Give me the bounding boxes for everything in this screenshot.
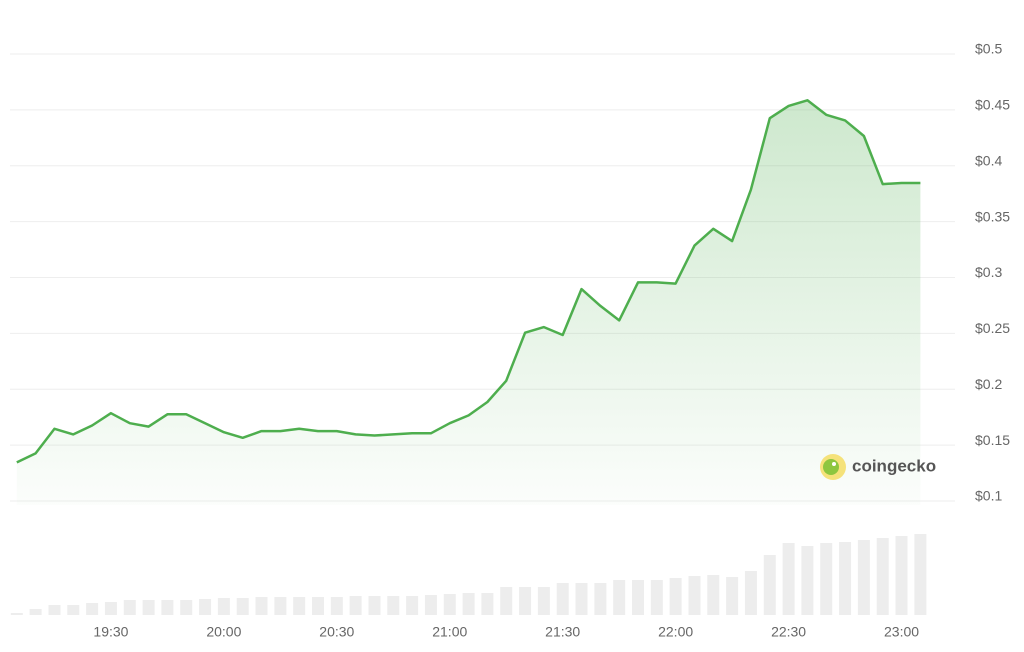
- volume-bar: [67, 605, 80, 615]
- volume-bar: [29, 609, 42, 615]
- volume-bar: [726, 577, 739, 615]
- volume-bar: [876, 538, 889, 615]
- x-tick-label: 21:00: [432, 624, 467, 640]
- volume-bar: [199, 599, 212, 615]
- volume-bar: [782, 543, 795, 615]
- y-tick-label: $0.35: [975, 208, 1010, 224]
- y-tick-label: $0.3: [975, 264, 1002, 280]
- volume-bar: [519, 587, 532, 615]
- volume-bar: [123, 600, 136, 615]
- x-tick-label: 22:30: [771, 624, 806, 640]
- volume-bar: [500, 587, 513, 615]
- price-line: [16, 99, 921, 464]
- volume-bar: [349, 596, 362, 615]
- x-tick-label: 20:30: [319, 624, 354, 640]
- volume-bar: [86, 603, 99, 615]
- volume-bar: [594, 583, 607, 615]
- x-tick-label: 22:00: [658, 624, 693, 640]
- volume-bar: [462, 593, 475, 615]
- x-tick-label: 21:30: [545, 624, 580, 640]
- volume-bar: [312, 597, 324, 615]
- volume-bar: [575, 583, 588, 615]
- volume-bar: [236, 598, 249, 615]
- y-tick-label: $0.2: [975, 376, 1002, 392]
- volume-bar: [10, 613, 23, 615]
- volume-bar: [406, 596, 419, 615]
- volume-bar: [142, 600, 155, 615]
- volume-bar: [180, 600, 193, 615]
- y-tick-label: $0.45: [975, 97, 1010, 113]
- volume-bar: [255, 597, 268, 615]
- x-tick-label: 19:30: [93, 624, 128, 640]
- y-tick-label: $0.4: [975, 152, 1002, 168]
- volume-bar: [368, 596, 381, 615]
- watermark-logo: [820, 454, 846, 480]
- volume-bar: [839, 542, 852, 615]
- y-tick-label: $0.25: [975, 320, 1010, 336]
- volume-bar: [330, 597, 343, 615]
- volume-bar: [857, 540, 870, 615]
- volume-bar: [293, 597, 306, 615]
- volume-bar: [895, 536, 908, 615]
- watermark: coingecko: [852, 456, 936, 475]
- area: [16, 100, 921, 506]
- volume-bar: [217, 598, 230, 615]
- volume-bar: [424, 595, 437, 615]
- volume-bar: [820, 543, 833, 615]
- volume-bar: [632, 580, 644, 615]
- volume-bar: [556, 583, 569, 615]
- y-tick-label: $0.5: [975, 41, 1002, 57]
- volume-bar: [744, 571, 757, 615]
- volume-bar: [688, 576, 701, 615]
- volume-bar: [669, 578, 682, 615]
- volume-bar: [801, 546, 814, 615]
- volume-bar: [613, 580, 626, 615]
- volume-bar: [481, 593, 494, 615]
- volume-bar: [161, 600, 174, 615]
- volume-bar: [443, 594, 456, 615]
- volume-bar: [537, 587, 550, 615]
- x-tick-label: 23:00: [884, 624, 919, 640]
- volume-bar: [914, 534, 927, 615]
- volume-bar: [48, 605, 61, 615]
- volume-bar: [387, 596, 400, 615]
- x-tick-label: 20:00: [206, 624, 241, 640]
- y-tick-label: $0.15: [975, 432, 1010, 448]
- volume-bar: [274, 597, 287, 615]
- volume-bar: [650, 580, 663, 615]
- volume-bar: [763, 555, 776, 615]
- y-tick-label: $0.1: [975, 488, 1002, 504]
- volume-bar: [104, 602, 117, 615]
- plot: $0.1 $0.15 $0.2 $0.25 $0.3 $0.35 $0.4 $0.45 $0.5…: [10, 41, 1010, 640]
- volume-bar: [707, 575, 720, 615]
